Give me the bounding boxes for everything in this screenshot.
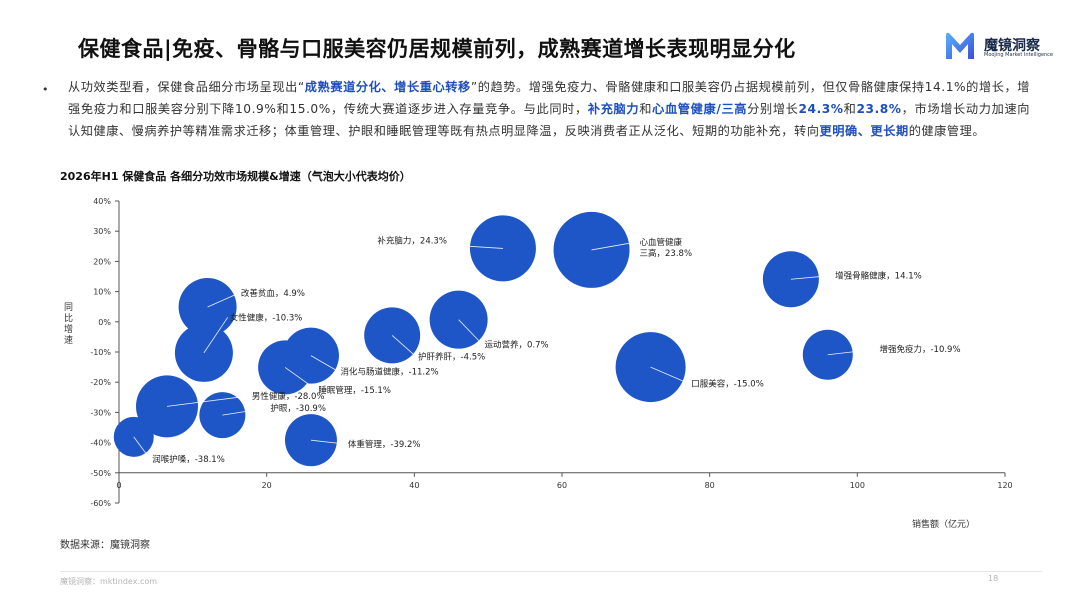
y-tick-label: 0%	[98, 318, 111, 327]
y-tick-label: 10%	[93, 288, 111, 297]
leader-line	[591, 241, 638, 251]
summary-text: 的健康管理。	[908, 124, 986, 138]
footer-site: 魔镜洞察：mktindex.com	[60, 577, 158, 586]
bubble-label: 心血管健康三高，23.8%	[640, 237, 693, 259]
bubble-label: 增强免疫力，-10.9%	[879, 344, 960, 355]
y-axis-title: 同比增速	[64, 302, 73, 346]
x-axis-title: 销售额（亿元）	[912, 518, 975, 530]
x-tick-label: 40	[409, 481, 419, 490]
leader-line	[284, 367, 317, 391]
leader-line	[650, 366, 690, 385]
leader-line	[166, 395, 250, 407]
bubble	[469, 215, 536, 282]
bubble-label: 消化与肠道健康，-11.2%	[341, 367, 439, 378]
y-tick-label: 30%	[93, 227, 111, 236]
summary-text: ，市场增长动力加速向认知健康、慢病养护等精准需求迁移；体重管理、护眼和睡眠管理等…	[68, 102, 1031, 138]
leader-line	[375, 239, 503, 249]
data-source: 数据来源：魔镜洞察	[60, 540, 150, 551]
summary-text: 和	[843, 102, 857, 116]
bubble-label: 体重管理，-39.2%	[348, 439, 421, 450]
y-tick-label: -60%	[90, 499, 111, 508]
bubble-label: 运动营养，0.7%	[484, 339, 548, 350]
summary-highlight: 成熟赛道分化、增长重心转移	[304, 80, 471, 94]
brand-name: 魔镜洞察	[984, 38, 1040, 54]
summary-text: 从功效类型看，保健食品细分市场呈现出“	[68, 80, 305, 94]
bubble-label: 护眼，-30.9%	[270, 403, 326, 414]
bullet-marker: •	[42, 83, 49, 96]
leader-line	[458, 319, 483, 345]
summary-paragraph: 从功效类型看，保健食品细分市场呈现出“成熟赛道分化、增长重心转移”的趋势。增强免…	[68, 76, 1030, 142]
x-tick-label: 60	[557, 481, 567, 490]
bubble-label: 口服美容，-15.0%	[691, 379, 764, 390]
y-tick-label: -50%	[90, 469, 111, 478]
leader-line	[310, 439, 346, 445]
bubble-label: 男性健康，-28.0%	[252, 391, 325, 402]
page-number: 18	[988, 574, 999, 583]
y-tick-label: 40%	[93, 197, 111, 206]
x-tick-label: 120	[997, 481, 1012, 490]
bubble-label: 女性健康，-10.3%	[230, 312, 303, 323]
brand-logo: 魔镜洞察 Moojing Market Intelligence	[944, 31, 1054, 61]
y-tick-label: -40%	[90, 439, 111, 448]
bubble-label: 增强骨骼健康，14.1%	[835, 270, 922, 281]
y-tick-label: -30%	[90, 408, 111, 417]
brand-logo-icon	[946, 32, 974, 59]
brand-tagline: Moojing Market Intelligence	[984, 52, 1054, 58]
y-tick-label: -10%	[90, 348, 111, 357]
summary-highlight: 补充脑力	[587, 102, 640, 116]
x-tick-label: 100	[850, 481, 865, 490]
bubble-label: 改善贫血，4.9%	[241, 288, 305, 299]
leader-line	[207, 292, 239, 308]
bubble-chart: 40% 30% 20% 10% 0% -10% -20% -30% -40% -50% -60% 0 2…	[64, 197, 1013, 530]
leader-line	[827, 348, 878, 356]
summary-highlight: 更明确、更长期	[819, 124, 909, 138]
y-tick-label: -20%	[90, 378, 111, 387]
leader-line	[790, 274, 834, 280]
y-tick-label: 20%	[93, 257, 111, 266]
page-title: 保健食品|免疫、骨骼与口服美容仍居规模前列，成熟赛道增长表现明显分化	[78, 37, 796, 61]
summary-highlight: 24.3%	[798, 102, 844, 116]
bubble	[553, 211, 630, 288]
x-tick-label: 0	[116, 481, 121, 490]
summary-text: 和	[639, 102, 653, 116]
summary-text: ”的趋势。增强免疫力、骨骼健康和口服美容仍占据规模前列，但仅骨骼健康保持14.1…	[68, 80, 1031, 116]
x-tick-label: 80	[705, 481, 715, 490]
leader-line	[391, 335, 417, 357]
bubble-label: 补充脑力，24.3%	[377, 235, 447, 246]
footer-divider	[60, 571, 1042, 572]
bubble-label: 润喉护嗓，-38.1%	[152, 454, 225, 465]
leader-line	[310, 355, 339, 372]
chart-title: 2026年H1 保健食品 各细分功效市场规模&增速（气泡大小代表均价）	[60, 170, 411, 183]
summary-highlight: 心血管健康/三高	[652, 102, 748, 116]
leader-line	[133, 436, 151, 460]
summary-highlight: 23.8%	[856, 102, 902, 116]
leader-line	[203, 317, 229, 354]
leader-line	[222, 407, 269, 416]
bubble-label: 护肝养肝，-4.5%	[418, 352, 485, 363]
summary-text: 分别增长	[747, 102, 799, 116]
bubble-label: 睡眠管理，-15.1%	[318, 385, 391, 396]
x-tick-label: 20	[262, 481, 272, 490]
